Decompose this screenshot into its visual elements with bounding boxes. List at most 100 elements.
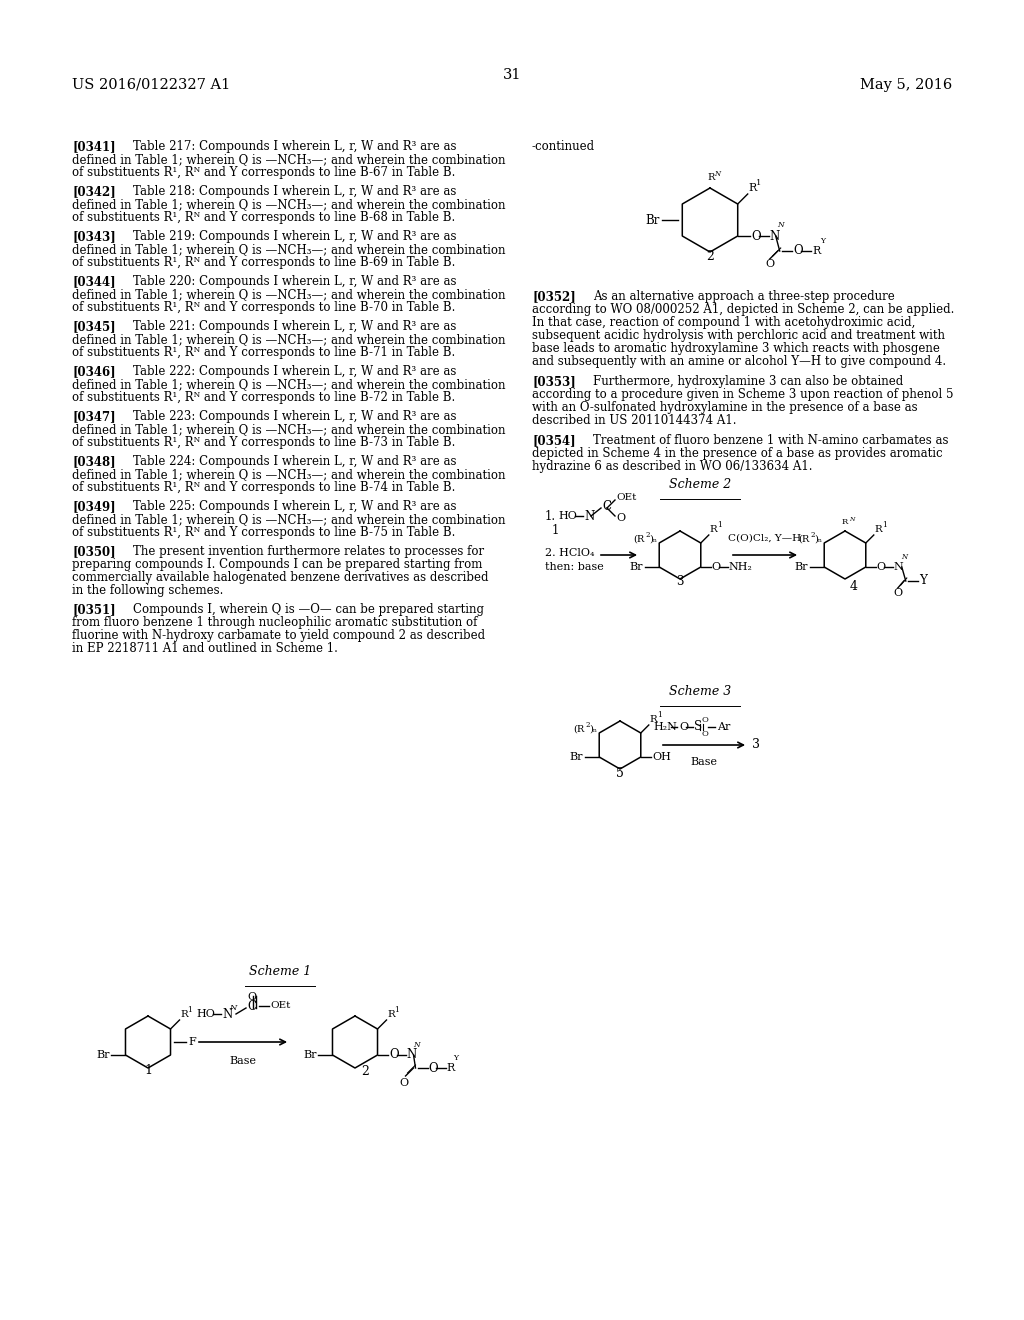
Text: Table 225: Compounds I wherein L, r, W and R³ are as: Table 225: Compounds I wherein L, r, W a… (133, 500, 457, 513)
Text: R: R (874, 525, 883, 535)
Text: (R: (R (799, 535, 809, 544)
Text: US 2016/0122327 A1: US 2016/0122327 A1 (72, 78, 230, 92)
Text: [0349]: [0349] (72, 500, 116, 513)
Text: C: C (247, 999, 256, 1012)
Text: R: R (446, 1063, 455, 1073)
Text: commercially available halogenated benzene derivatives as described: commercially available halogenated benze… (72, 572, 488, 583)
Text: C(O)Cl₂, Y—H: C(O)Cl₂, Y—H (728, 535, 802, 543)
Text: NH₂: NH₂ (729, 562, 753, 572)
Text: and subsequently with an amine or alcohol Y—H to give compound 4.: and subsequently with an amine or alcoho… (532, 355, 946, 368)
Text: 1: 1 (187, 1006, 193, 1014)
Text: N: N (407, 1048, 417, 1061)
Text: from fluoro benzene 1 through nucleophilic aromatic substitution of: from fluoro benzene 1 through nucleophil… (72, 616, 477, 630)
Text: [0348]: [0348] (72, 455, 116, 469)
Text: [0352]: [0352] (532, 290, 575, 304)
Text: of substituents R¹, Rᴺ and Y corresponds to line B-71 in Table B.: of substituents R¹, Rᴺ and Y corresponds… (72, 346, 456, 359)
Text: As an alternative approach a three-step procedure: As an alternative approach a three-step … (593, 290, 895, 304)
Text: [0345]: [0345] (72, 319, 116, 333)
Text: -continued: -continued (532, 140, 595, 153)
Text: defined in Table 1; wherein Q is —NCH₃—; and wherein the combination: defined in Table 1; wherein Q is —NCH₃—;… (72, 513, 506, 525)
Text: defined in Table 1; wherein Q is —NCH₃—; and wherein the combination: defined in Table 1; wherein Q is —NCH₃—;… (72, 153, 506, 166)
Text: of substituents R¹, Rᴺ and Y corresponds to line B-72 in Table B.: of substituents R¹, Rᴺ and Y corresponds… (72, 391, 456, 404)
Text: Br: Br (569, 752, 584, 762)
Text: [0351]: [0351] (72, 603, 116, 616)
Text: 3: 3 (676, 576, 684, 587)
Text: Treatment of fluoro benzene 1 with N-amino carbamates as: Treatment of fluoro benzene 1 with N-ami… (593, 434, 949, 447)
Text: described in US 20110144374 A1.: described in US 20110144374 A1. (532, 414, 736, 426)
Text: [0353]: [0353] (532, 375, 575, 388)
Text: O: O (399, 1078, 409, 1088)
Text: defined in Table 1; wherein Q is —NCH₃—; and wherein the combination: defined in Table 1; wherein Q is —NCH₃—;… (72, 422, 506, 436)
Text: Br: Br (795, 562, 808, 572)
Text: O: O (766, 259, 775, 269)
Text: N: N (584, 510, 594, 523)
Text: )ₙ: )ₙ (589, 725, 597, 734)
Text: The present invention furthermore relates to processes for: The present invention furthermore relate… (133, 545, 484, 558)
Text: [0342]: [0342] (72, 185, 116, 198)
Text: F: F (188, 1038, 196, 1047)
Text: of substituents R¹, Rᴺ and Y corresponds to line B-70 in Table B.: of substituents R¹, Rᴺ and Y corresponds… (72, 301, 456, 314)
Text: according to WO 08/000252 A1, depicted in Scheme 2, can be applied.: according to WO 08/000252 A1, depicted i… (532, 304, 954, 315)
Text: Table 219: Compounds I wherein L, r, W and R³ are as: Table 219: Compounds I wherein L, r, W a… (133, 230, 457, 243)
Text: 4: 4 (850, 579, 858, 593)
Text: of substituents R¹, Rᴺ and Y corresponds to line B-67 in Table B.: of substituents R¹, Rᴺ and Y corresponds… (72, 166, 456, 180)
Text: O: O (428, 1061, 438, 1074)
Text: [0344]: [0344] (72, 275, 116, 288)
Text: O: O (701, 715, 708, 723)
Text: Table 221: Compounds I wherein L, r, W and R³ are as: Table 221: Compounds I wherein L, r, W a… (133, 319, 457, 333)
Text: (R: (R (633, 535, 644, 544)
Text: depicted in Scheme 4 in the presence of a base as provides aromatic: depicted in Scheme 4 in the presence of … (532, 447, 943, 459)
Text: according to a procedure given in Scheme 3 upon reaction of phenol 5: according to a procedure given in Scheme… (532, 388, 953, 401)
Text: Compounds I, wherein Q is —O— can be prepared starting: Compounds I, wherein Q is —O— can be pre… (133, 603, 484, 616)
Text: R: R (710, 525, 718, 535)
Text: )ₙ: )ₙ (814, 535, 822, 544)
Text: O: O (701, 730, 708, 738)
Text: 1: 1 (551, 524, 559, 537)
Text: Scheme 1: Scheme 1 (249, 965, 311, 978)
Text: R: R (813, 246, 821, 256)
Text: O: O (389, 1048, 399, 1061)
Text: then: base: then: base (545, 562, 604, 572)
Text: defined in Table 1; wherein Q is —NCH₃—; and wherein the combination: defined in Table 1; wherein Q is —NCH₃—;… (72, 378, 506, 391)
Text: [0354]: [0354] (532, 434, 575, 447)
Text: Br: Br (630, 562, 643, 572)
Text: [0346]: [0346] (72, 366, 116, 378)
Text: Scheme 2: Scheme 2 (669, 478, 731, 491)
Text: Table 218: Compounds I wherein L, r, W and R³ are as: Table 218: Compounds I wherein L, r, W a… (133, 185, 457, 198)
Text: O: O (894, 587, 903, 598)
Text: R: R (387, 1010, 395, 1019)
Text: [0350]: [0350] (72, 545, 116, 558)
Text: O: O (877, 562, 886, 572)
Text: [0343]: [0343] (72, 230, 116, 243)
Text: defined in Table 1; wherein Q is —NCH₃—; and wherein the combination: defined in Table 1; wherein Q is —NCH₃—;… (72, 243, 506, 256)
Text: R: R (180, 1010, 188, 1019)
Text: N: N (714, 170, 720, 178)
Text: O: O (712, 562, 721, 572)
Text: 1: 1 (756, 180, 761, 187)
Text: 2. HClO₄: 2. HClO₄ (545, 548, 595, 558)
Text: Table 217: Compounds I wherein L, r, W and R³ are as: Table 217: Compounds I wherein L, r, W a… (133, 140, 457, 153)
Text: R: R (650, 715, 657, 723)
Text: of substituents R¹, Rᴺ and Y corresponds to line B-75 in Table B.: of substituents R¹, Rᴺ and Y corresponds… (72, 525, 456, 539)
Text: subsequent acidic hydrolysis with perchloric acid and treatment with: subsequent acidic hydrolysis with perchl… (532, 329, 945, 342)
Text: Scheme 3: Scheme 3 (669, 685, 731, 698)
Text: Furthermore, hydroxylamine 3 can also be obtained: Furthermore, hydroxylamine 3 can also be… (593, 375, 903, 388)
Text: C: C (602, 499, 611, 512)
Text: of substituents R¹, Rᴺ and Y corresponds to line B-73 in Table B.: of substituents R¹, Rᴺ and Y corresponds… (72, 436, 456, 449)
Text: O: O (679, 722, 688, 733)
Text: in EP 2218711 A1 and outlined in Scheme 1.: in EP 2218711 A1 and outlined in Scheme … (72, 642, 338, 655)
Text: defined in Table 1; wherein Q is —NCH₃—; and wherein the combination: defined in Table 1; wherein Q is —NCH₃—;… (72, 469, 506, 480)
Text: in the following schemes.: in the following schemes. (72, 583, 223, 597)
Text: hydrazine 6 as described in WO 06/133634 A1.: hydrazine 6 as described in WO 06/133634… (532, 459, 812, 473)
Text: HO: HO (196, 1008, 215, 1019)
Text: In that case, reaction of compound 1 with acetohydroximic acid,: In that case, reaction of compound 1 wit… (532, 315, 915, 329)
Text: N: N (770, 230, 780, 243)
Text: 1: 1 (394, 1006, 399, 1014)
Text: N: N (222, 1007, 232, 1020)
Text: Table 222: Compounds I wherein L, r, W and R³ are as: Table 222: Compounds I wherein L, r, W a… (133, 366, 457, 378)
Text: defined in Table 1; wherein Q is —NCH₃—; and wherein the combination: defined in Table 1; wherein Q is —NCH₃—;… (72, 198, 506, 211)
Text: 3: 3 (752, 738, 760, 751)
Text: Base: Base (229, 1056, 256, 1067)
Text: 1: 1 (656, 711, 662, 719)
Text: O: O (794, 244, 804, 257)
